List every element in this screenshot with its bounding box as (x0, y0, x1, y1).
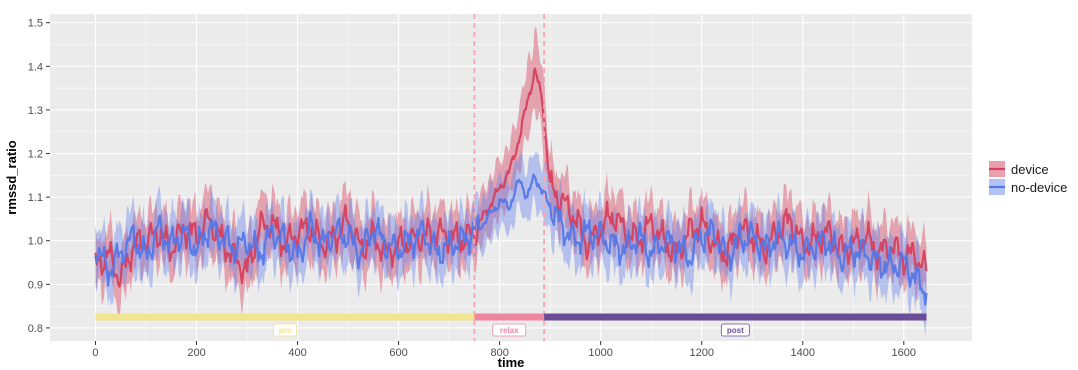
x-axis-ticks: 0 200 400 600 800 1000 1200 1400 1600 (92, 341, 916, 359)
x-tick-label: 1600 (892, 347, 916, 359)
y-tick-label: 0.9 (28, 279, 43, 291)
y-axis-title: rmssd_ratio (4, 140, 19, 214)
legend-label-device: device (1011, 162, 1049, 177)
x-tick-label: 200 (187, 347, 205, 359)
phase-bar-relax (474, 313, 545, 321)
legend-label-no-device: no-device (1011, 180, 1067, 195)
y-tick-label: 1.1 (28, 192, 43, 204)
y-tick-label: 1.3 (28, 105, 43, 117)
x-tick-label: 1000 (588, 347, 612, 359)
phase-label-pre: pre (279, 326, 292, 335)
phase-label-box-post (720, 323, 750, 337)
y-axis-ticks: 0.8 0.9 1.0 1.1 1.2 1.3 1.4 1.5 (28, 18, 50, 335)
phase-label-post: post (727, 326, 744, 335)
y-tick-label: 1.0 (28, 236, 43, 248)
legend: device no-device (989, 161, 1067, 195)
x-axis-title: time (498, 355, 525, 370)
phase-label-box-pre (273, 323, 297, 337)
plot-panel (50, 14, 972, 341)
x-tick-label: 400 (288, 347, 306, 359)
major-gridlines (50, 14, 972, 341)
phase-label-box-relax (492, 323, 527, 337)
x-tick-label: 1200 (689, 347, 713, 359)
line-no-device (94, 173, 928, 306)
x-tick-label: 600 (389, 347, 407, 359)
y-tick-label: 0.8 (28, 323, 43, 335)
x-tick-label: 0 (92, 347, 98, 359)
phase-bar-post (544, 313, 927, 321)
phase-bars (95, 313, 927, 321)
x-tick-label: 800 (490, 347, 508, 359)
y-tick-label: 1.2 (28, 149, 43, 161)
phase-label-relax: relax (500, 326, 519, 335)
phase-labels: pre relax post (273, 323, 750, 337)
line-device (94, 67, 928, 288)
phase-boundary-lines (473, 14, 545, 341)
x-tick-label: 1400 (791, 347, 815, 359)
series-lines (94, 67, 928, 306)
phase-bar-pre (95, 313, 475, 321)
minor-gridlines (50, 14, 972, 341)
y-tick-label: 1.5 (28, 18, 43, 30)
y-tick-label: 1.4 (28, 61, 43, 73)
